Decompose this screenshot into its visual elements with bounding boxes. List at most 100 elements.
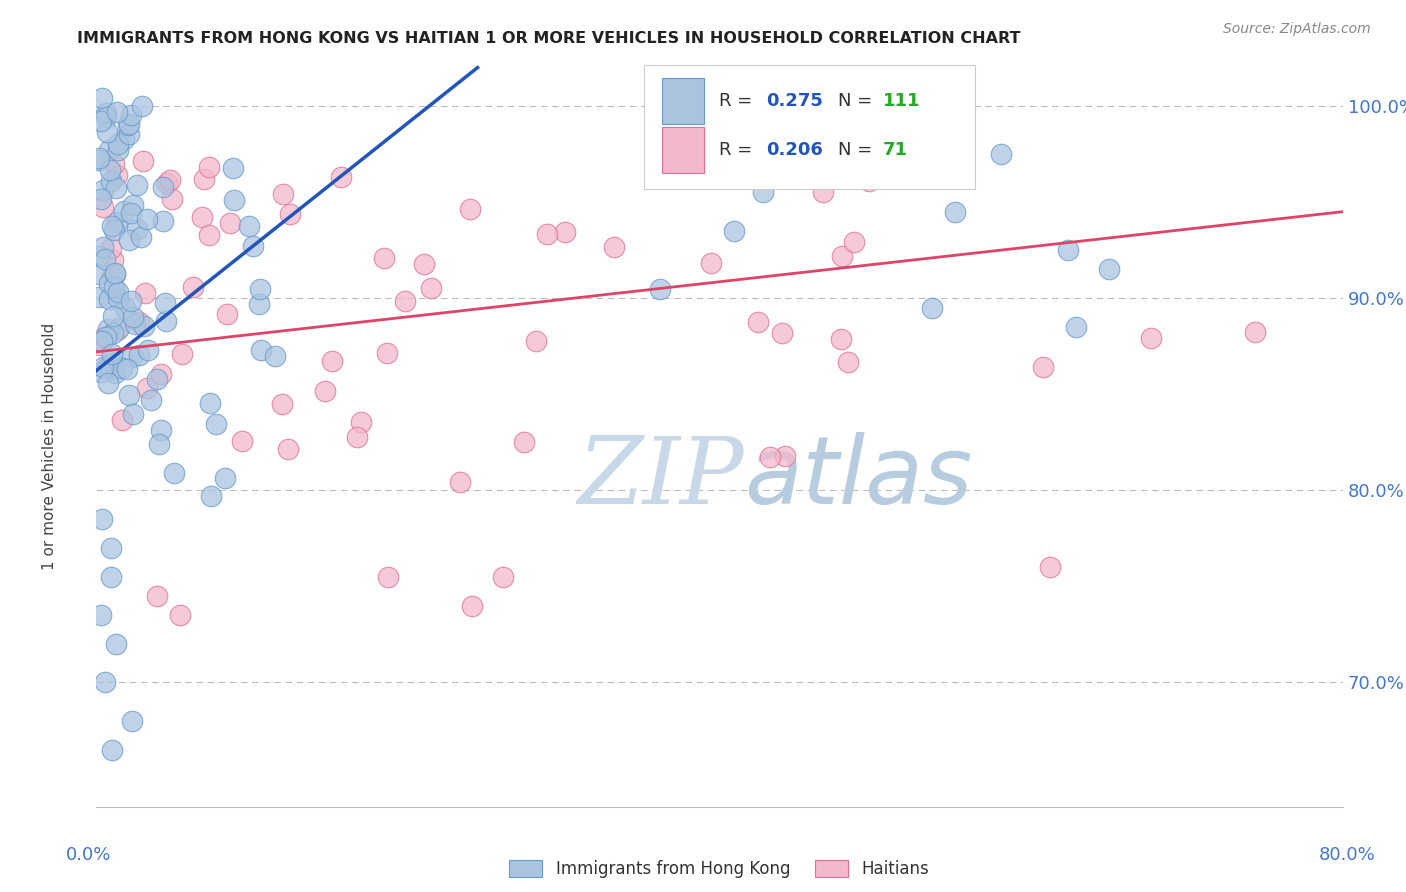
Point [100, 174, 122, 188]
Point [107, 136, 129, 151]
Point [160, 192, 183, 206]
Point [100, 742, 122, 756]
Point [249, 282, 271, 296]
Point [118, 388, 141, 402]
Point [524, 334, 547, 348]
Text: N =: N = [838, 92, 877, 110]
Point [107, 285, 129, 299]
Point [91, 91, 114, 105]
Point [197, 160, 219, 174]
FancyBboxPatch shape [644, 65, 974, 189]
Point [101, 355, 124, 369]
Point [112, 132, 135, 146]
Point [536, 227, 558, 242]
Point [94, 106, 117, 120]
Text: R =: R = [720, 141, 758, 159]
Point [413, 257, 436, 271]
Point [808, 101, 831, 115]
Point [155, 313, 177, 327]
Point [103, 279, 125, 293]
Point [97, 276, 120, 290]
Point [121, 407, 143, 421]
Point [98, 162, 121, 177]
Point [121, 714, 143, 728]
Point [105, 168, 128, 182]
Point [373, 251, 395, 265]
Point [603, 239, 626, 253]
Point [329, 170, 352, 185]
Point [238, 219, 260, 234]
Point [1032, 359, 1054, 374]
Point [111, 361, 134, 376]
Point [93, 252, 115, 266]
Text: R =: R = [720, 92, 758, 110]
Point [87, 267, 110, 281]
Point [101, 326, 124, 341]
Point [117, 118, 139, 132]
Text: ZIP: ZIP [578, 433, 744, 523]
Point [458, 202, 481, 217]
Point [273, 187, 295, 202]
Point [87, 153, 110, 167]
Point [159, 173, 181, 187]
Point [770, 326, 793, 340]
Point [921, 301, 943, 315]
Point [193, 172, 215, 186]
Point [146, 371, 169, 385]
Point [460, 599, 482, 613]
Point [198, 227, 221, 242]
Point [134, 286, 156, 301]
Point [219, 216, 242, 230]
Point [554, 226, 576, 240]
Point [103, 157, 125, 171]
Point [103, 268, 125, 282]
Point [200, 396, 222, 410]
Point [117, 362, 139, 376]
Point [752, 186, 775, 200]
Point [755, 118, 778, 132]
Point [321, 353, 343, 368]
Text: 80.0%: 80.0% [1319, 846, 1375, 863]
Point [723, 224, 745, 238]
Point [129, 230, 152, 244]
Point [101, 346, 124, 360]
Point [214, 471, 236, 485]
Point [111, 413, 134, 427]
Point [94, 330, 117, 344]
Legend: Immigrants from Hong Kong, Haitians: Immigrants from Hong Kong, Haitians [502, 854, 936, 885]
Point [990, 147, 1012, 161]
Point [773, 450, 796, 464]
Point [100, 541, 122, 555]
Point [702, 166, 724, 180]
Point [103, 253, 125, 268]
Point [90, 334, 112, 349]
Point [97, 376, 120, 391]
Point [135, 211, 157, 226]
Point [132, 153, 155, 168]
Point [91, 200, 114, 214]
Point [97, 293, 120, 307]
FancyBboxPatch shape [662, 78, 704, 123]
Point [103, 223, 125, 237]
Point [136, 343, 159, 357]
Point [94, 675, 117, 690]
Point [152, 213, 174, 227]
Point [837, 355, 859, 369]
Point [104, 180, 127, 194]
Point [100, 268, 122, 282]
Point [93, 330, 115, 344]
Point [449, 475, 471, 489]
Point [94, 110, 117, 124]
Point [152, 180, 174, 194]
Text: 0.275: 0.275 [766, 92, 824, 110]
Point [215, 308, 238, 322]
Point [169, 608, 191, 623]
Point [146, 589, 169, 603]
Point [93, 183, 115, 197]
Point [97, 358, 120, 372]
Text: 0.0%: 0.0% [66, 846, 111, 863]
Point [118, 127, 141, 141]
Point [242, 239, 264, 253]
Point [96, 125, 118, 139]
Point [1064, 320, 1087, 334]
